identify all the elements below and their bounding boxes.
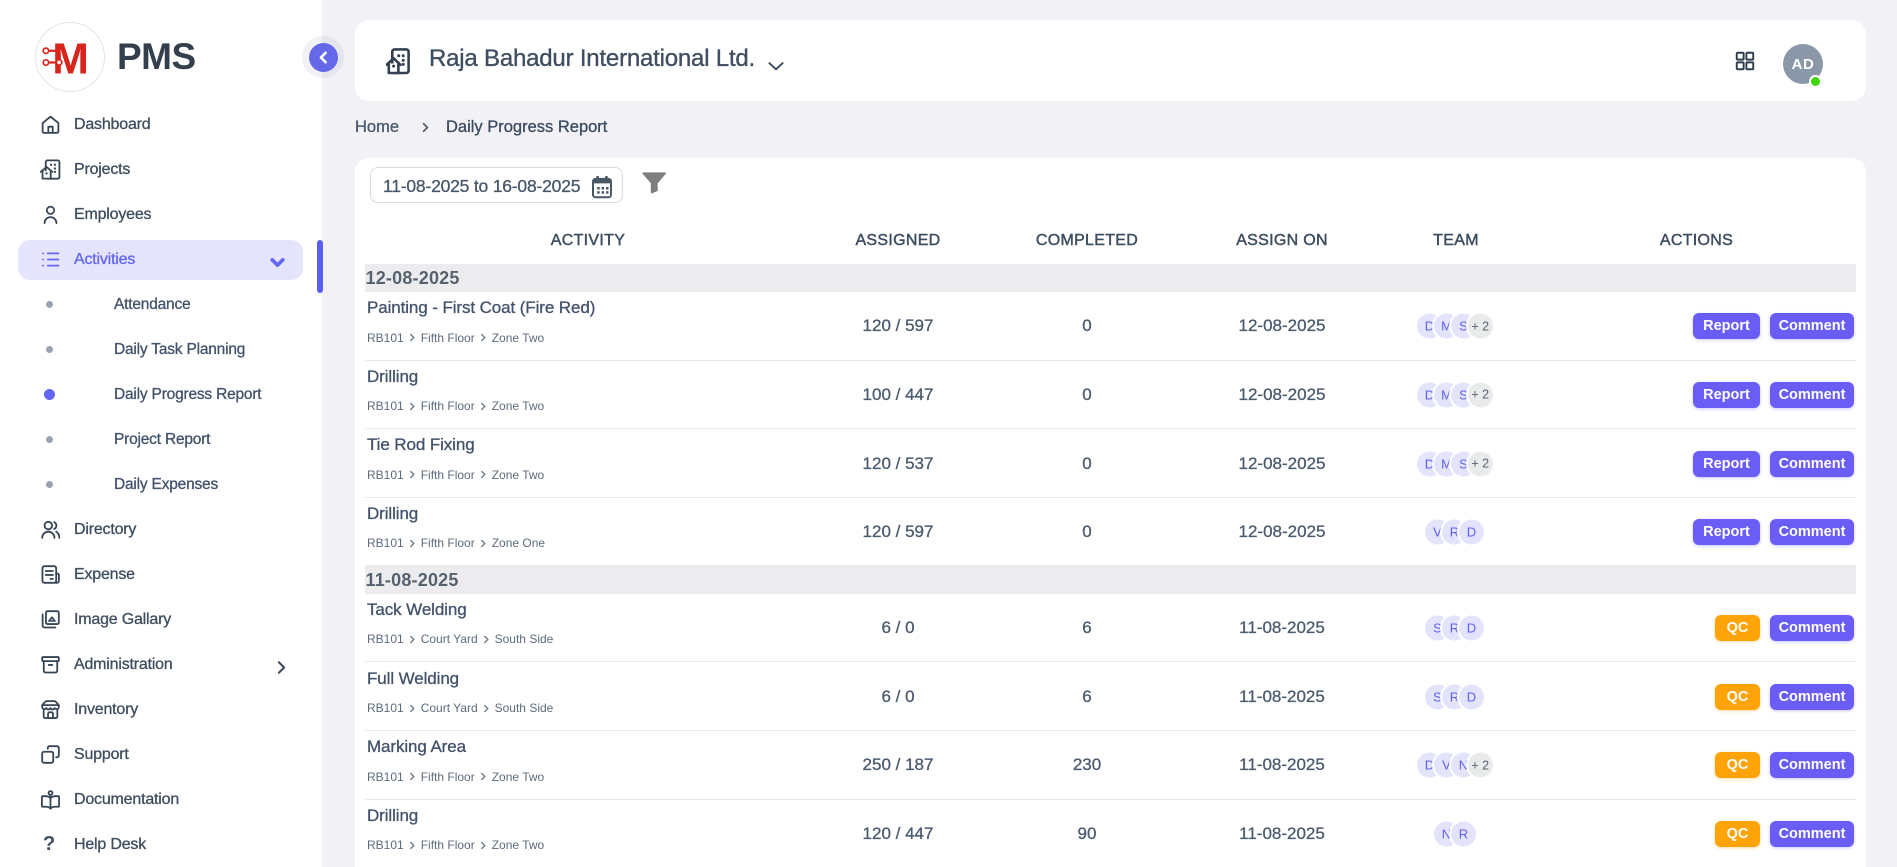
- svg-text:M: M: [52, 35, 89, 84]
